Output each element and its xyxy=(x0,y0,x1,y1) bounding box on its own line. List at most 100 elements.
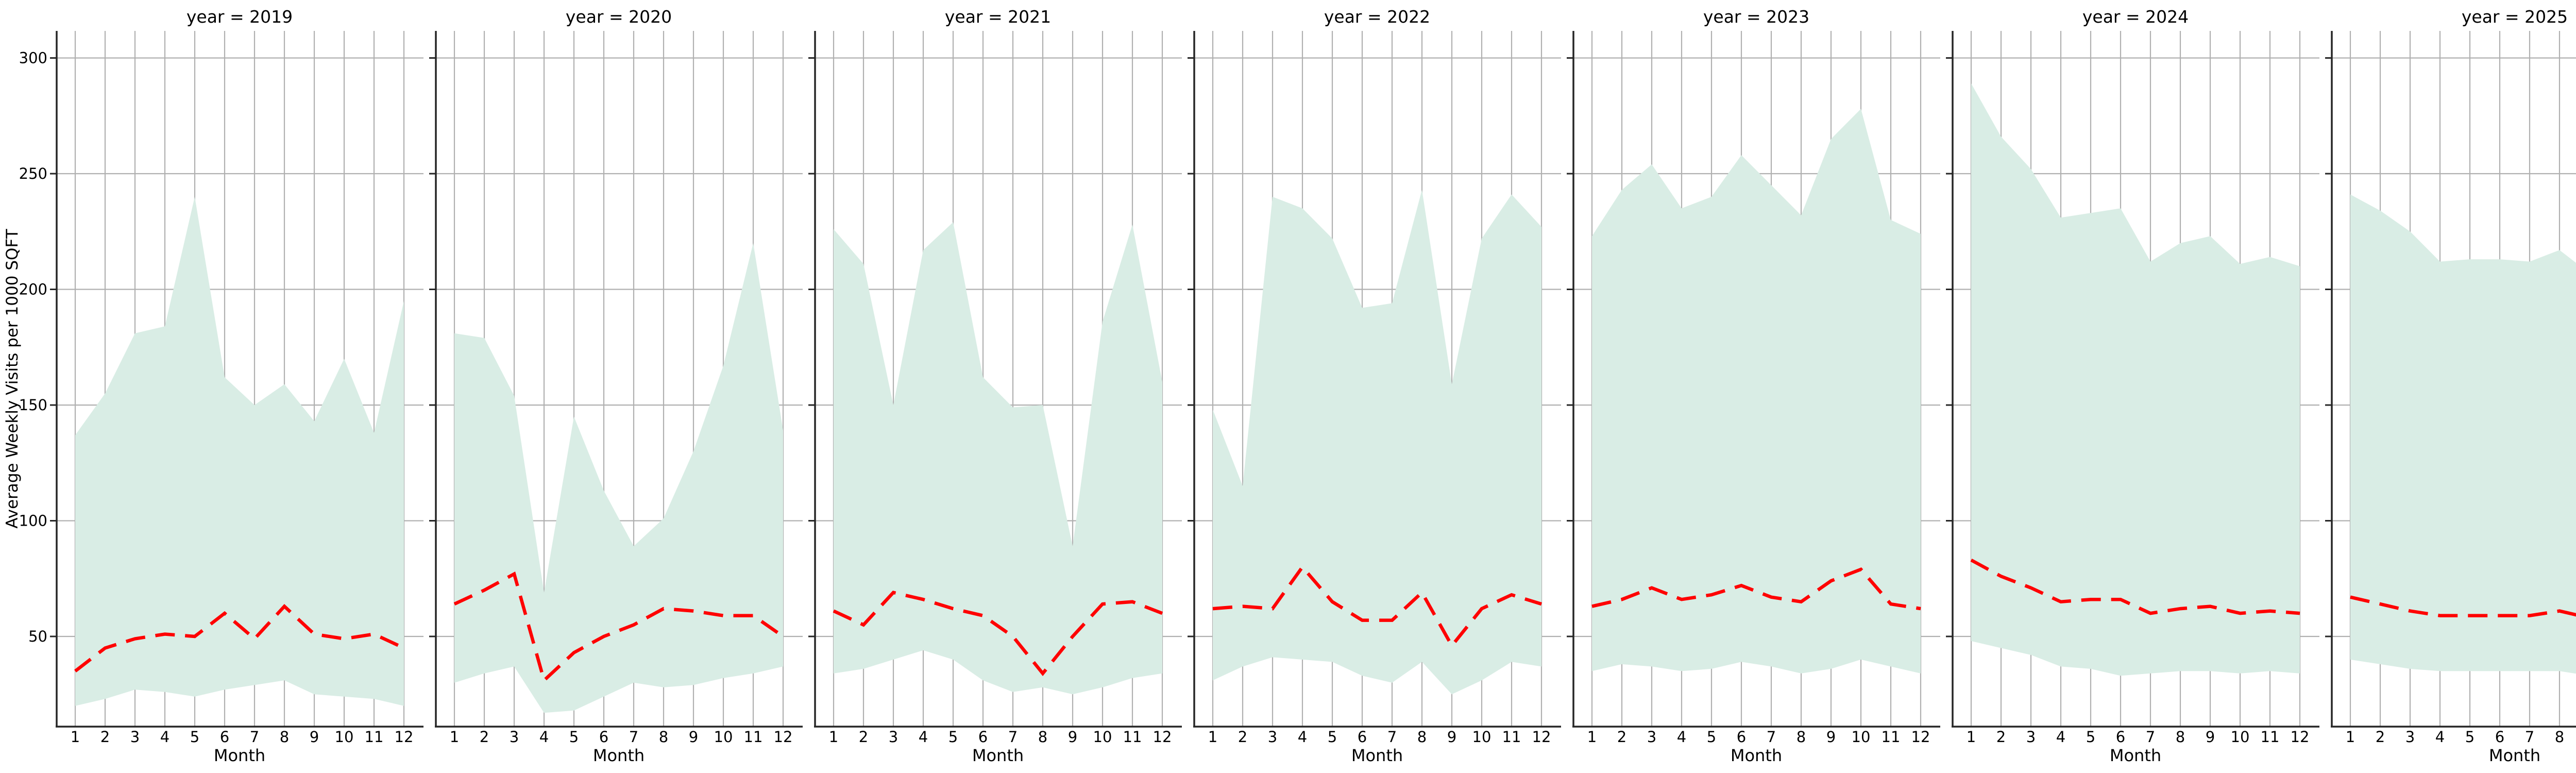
x-tick-label: 5 xyxy=(569,728,579,746)
facet-title-2019: year = 2019 xyxy=(187,7,293,27)
x-tick-label: 6 xyxy=(220,728,229,746)
x-tick-label: 2 xyxy=(859,728,868,746)
x-tick-label: 3 xyxy=(510,728,519,746)
y-tick-label: 150 xyxy=(19,396,47,414)
x-tick-label: 1 xyxy=(2346,728,2355,746)
x-tick-label: 10 xyxy=(335,728,354,746)
x-tick-label: 2 xyxy=(480,728,489,746)
median-line-2022 xyxy=(1212,564,1542,649)
median-line-2024 xyxy=(1970,558,2300,615)
x-tick-label: 12 xyxy=(1153,728,1172,746)
x-tick-label: 8 xyxy=(659,728,668,746)
x-tick-label: 5 xyxy=(2086,728,2095,746)
x-tick-label: 8 xyxy=(1417,728,1427,746)
x-tick-label: 3 xyxy=(2026,728,2036,746)
x-tick-label: 6 xyxy=(2495,728,2504,746)
x-tick-label: 7 xyxy=(1008,728,1018,746)
x-axis-label: Month xyxy=(214,746,265,765)
x-tick-label: 11 xyxy=(365,728,384,746)
x-tick-label: 12 xyxy=(1532,728,1551,746)
x-axis-label: Month xyxy=(1351,746,1403,765)
x-tick-label: 7 xyxy=(1767,728,1776,746)
x-axis-label: Month xyxy=(2489,746,2540,765)
x-tick-label: 1 xyxy=(1587,728,1597,746)
x-tick-label: 2 xyxy=(2376,728,2385,746)
x-tick-label: 1 xyxy=(829,728,838,746)
x-tick-label: 8 xyxy=(1038,728,1047,746)
x-tick-label: 2 xyxy=(1996,728,2006,746)
y-tick-label: 50 xyxy=(28,628,47,645)
x-tick-label: 4 xyxy=(539,728,549,746)
x-tick-label: 1 xyxy=(71,728,80,746)
x-tick-label: 3 xyxy=(1268,728,1277,746)
x-tick-label: 8 xyxy=(280,728,289,746)
percentile-band-2020 xyxy=(454,243,783,713)
x-tick-label: 10 xyxy=(2231,728,2250,746)
facet-title-2021: year = 2021 xyxy=(945,7,1051,27)
x-tick-label: 3 xyxy=(889,728,898,746)
y-tick-label: 200 xyxy=(19,281,47,298)
x-tick-label: 9 xyxy=(1068,728,1077,746)
x-tick-label: 6 xyxy=(2116,728,2125,746)
median-line-2021 xyxy=(833,591,1163,676)
x-tick-label: 2 xyxy=(1617,728,1626,746)
y-axis-label: Average Weekly Visits per 1000 SQFT xyxy=(3,228,22,528)
x-tick-label: 12 xyxy=(774,728,793,746)
x-tick-label: 1 xyxy=(1967,728,1976,746)
percentile-band-2023 xyxy=(1592,109,1921,674)
facet-title-2025: year = 2025 xyxy=(2462,7,2568,27)
x-axis-label: Month xyxy=(972,746,1024,765)
x-tick-label: 12 xyxy=(1911,728,1930,746)
percentile-band-2021 xyxy=(834,222,1162,695)
x-tick-label: 2 xyxy=(1238,728,1247,746)
x-tick-label: 10 xyxy=(1852,728,1871,746)
x-tick-label: 9 xyxy=(1447,728,1456,746)
facet-title-2022: year = 2022 xyxy=(1324,7,1430,27)
y-axis: 50 100 150 200 250 300 Average Weekly Visits p… xyxy=(3,49,47,646)
x-tick-label: 3 xyxy=(2405,728,2415,746)
x-tick-label: 6 xyxy=(978,728,988,746)
x-tick-label: 9 xyxy=(2206,728,2215,746)
x-tick-label: 8 xyxy=(2176,728,2185,746)
x-tick-label: 9 xyxy=(689,728,698,746)
x-tick-label: 10 xyxy=(714,728,733,746)
facet-title-2024: year = 2024 xyxy=(2082,7,2189,27)
x-tick-label: 4 xyxy=(2435,728,2445,746)
x-axis-label: Month xyxy=(2110,746,2161,765)
x-tick-label: 2 xyxy=(100,728,110,746)
x-tick-label: 4 xyxy=(2056,728,2065,746)
median-line-2020 xyxy=(453,572,784,684)
x-tick-label: 4 xyxy=(919,728,928,746)
x-tick-label: 11 xyxy=(2261,728,2280,746)
x-tick-label: 10 xyxy=(1472,728,1492,746)
y-tick-label: 100 xyxy=(19,512,47,530)
x-tick-label: 5 xyxy=(948,728,958,746)
x-tick-label: 1 xyxy=(450,728,459,746)
x-tick-label: 5 xyxy=(190,728,199,746)
x-tick-label: 1 xyxy=(1208,728,1217,746)
x-tick-label: 11 xyxy=(744,728,763,746)
x-tick-label: 9 xyxy=(310,728,319,746)
x-axis-label: Month xyxy=(1731,746,1782,765)
x-tick-label: 3 xyxy=(1647,728,1656,746)
x-axis-label: Month xyxy=(593,746,645,765)
x-tick-label: 6 xyxy=(1358,728,1367,746)
percentile-band-2019 xyxy=(75,196,404,706)
x-tick-label: 7 xyxy=(2525,728,2534,746)
x-tick-label: 4 xyxy=(160,728,170,746)
x-tick-label: 10 xyxy=(1093,728,1112,746)
y-tick-label: 250 xyxy=(19,165,47,182)
x-tick-label: 12 xyxy=(2291,728,2310,746)
percentile-band-2024 xyxy=(1971,83,2300,676)
facet-title-2023: year = 2023 xyxy=(1703,7,1809,27)
x-tick-label: 7 xyxy=(629,728,638,746)
facet-2025: year = 2025123456789101112Month xyxy=(2325,7,2576,765)
x-tick-label: 4 xyxy=(1677,728,1686,746)
x-tick-label: 4 xyxy=(1298,728,1307,746)
